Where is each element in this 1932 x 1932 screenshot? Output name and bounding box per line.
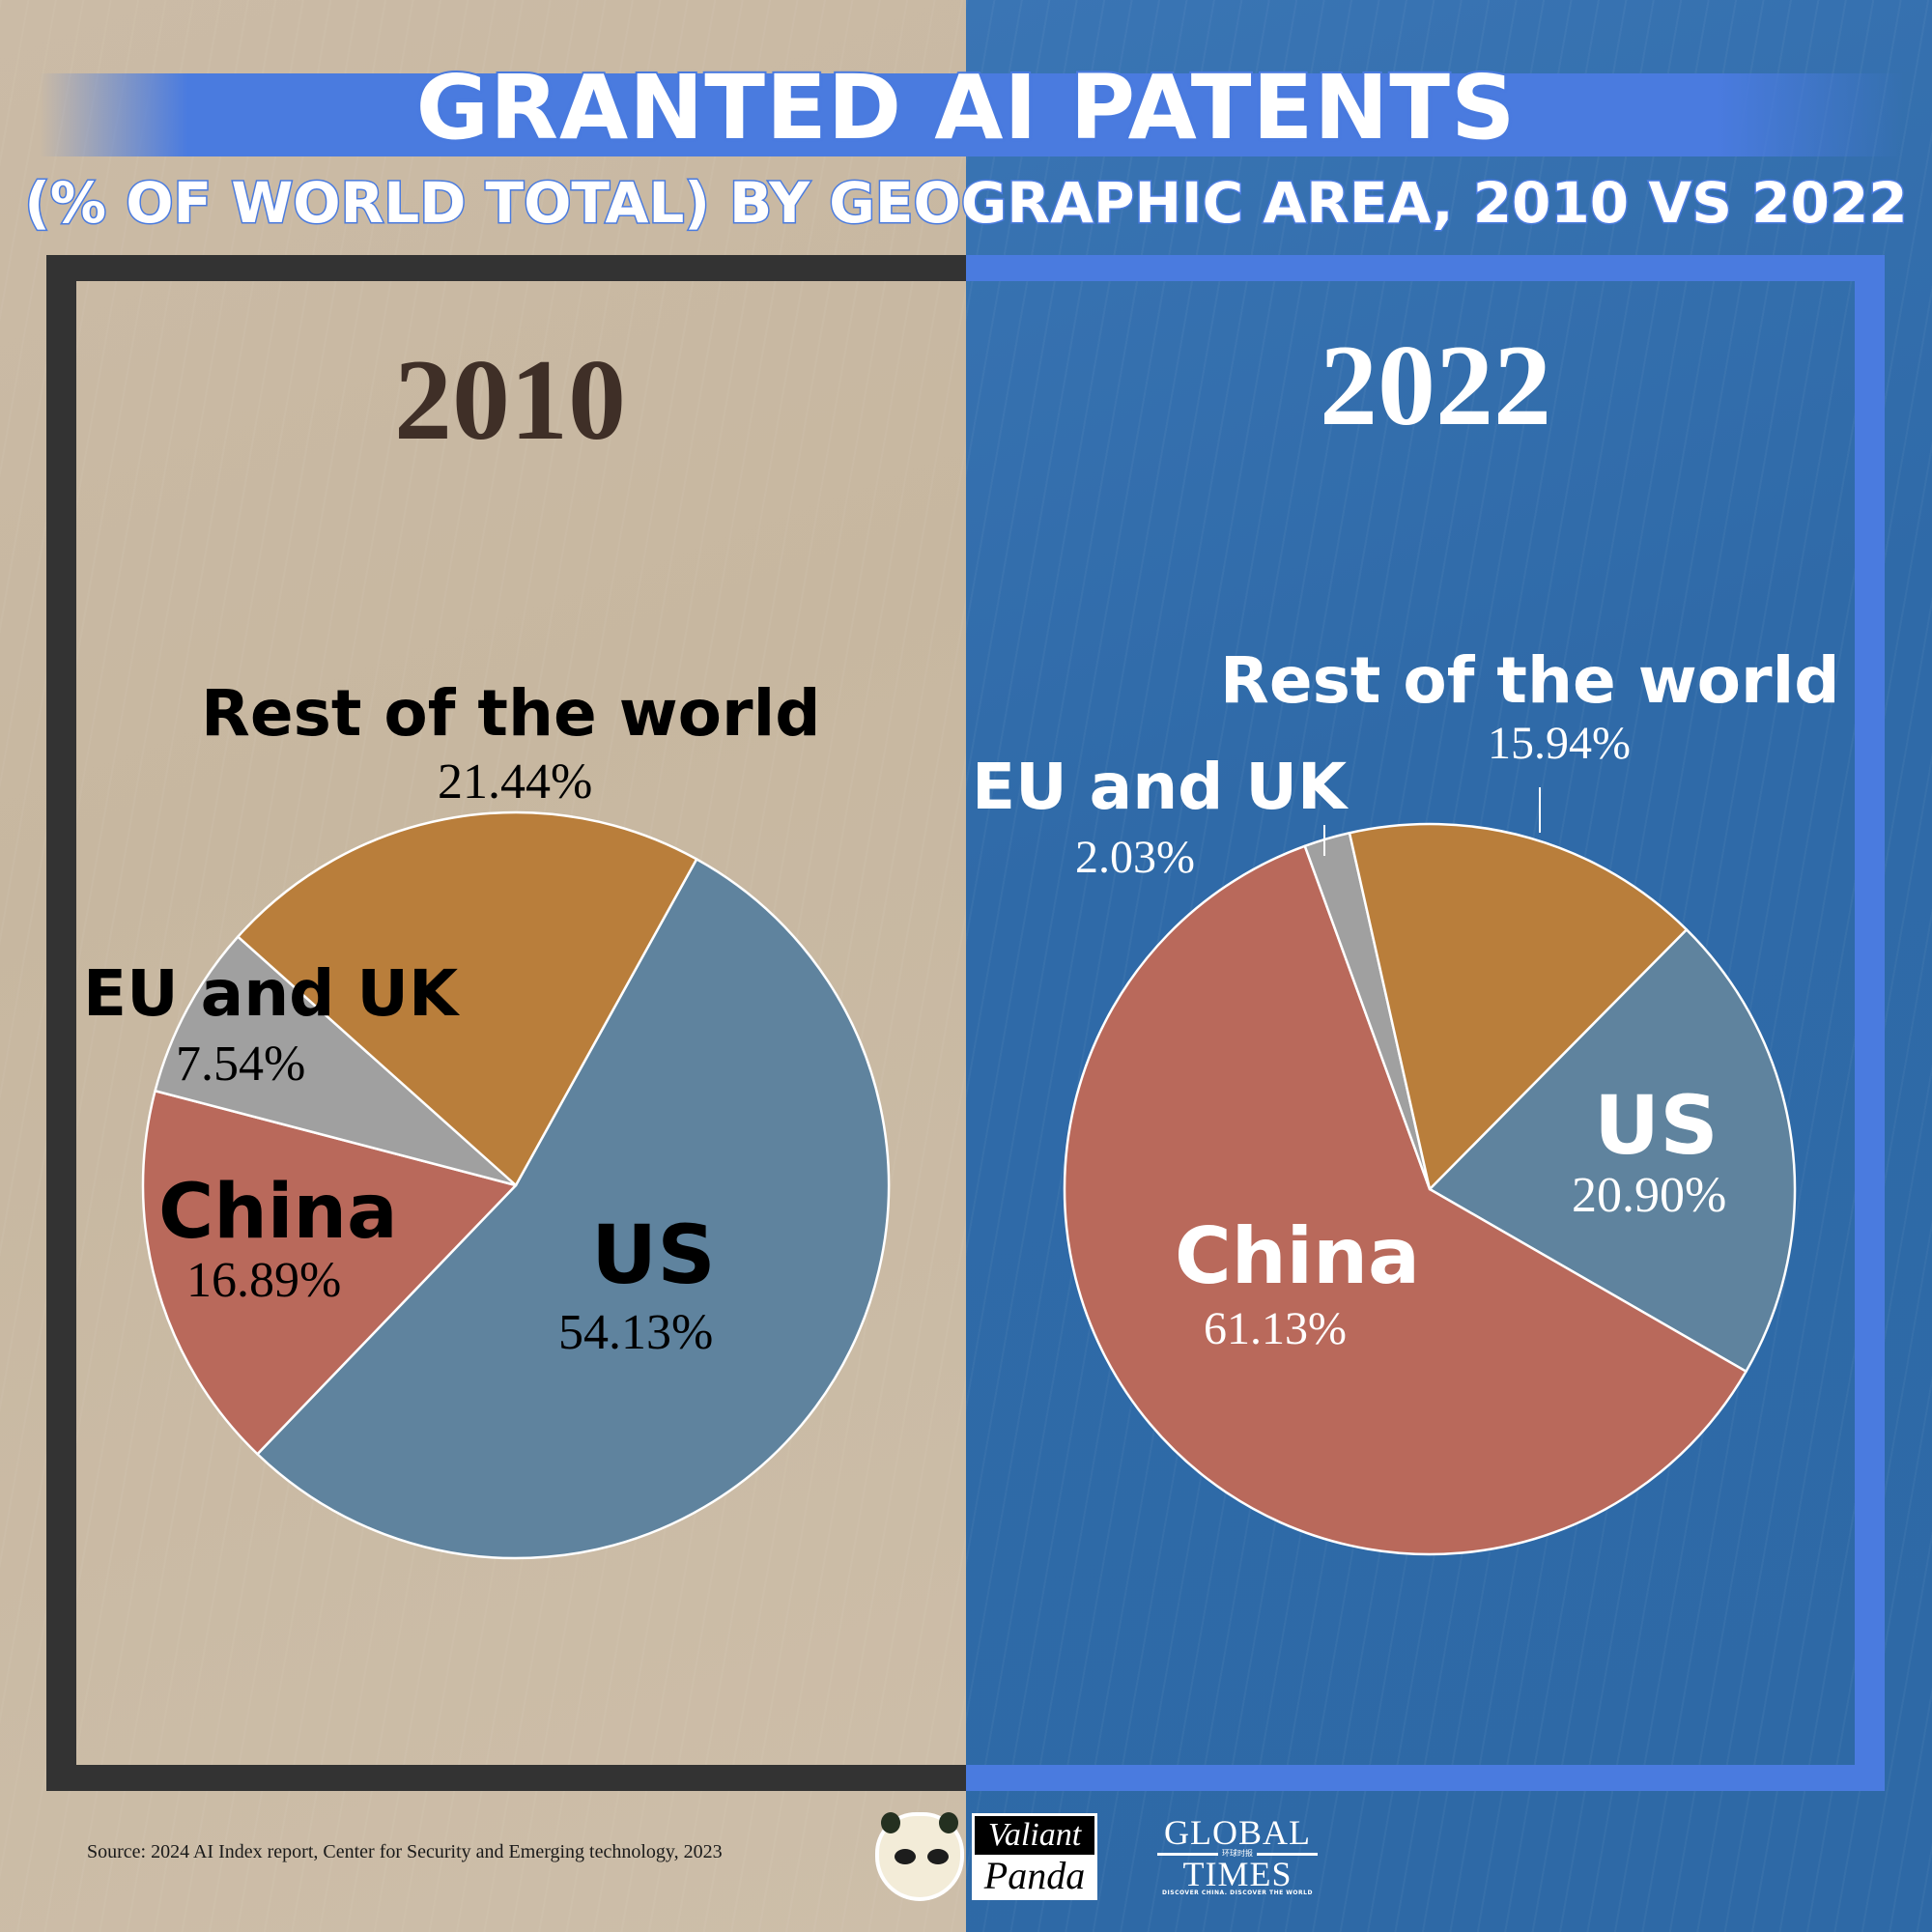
pie-slice-eu-and-uk xyxy=(154,935,518,1187)
pie-slice-china xyxy=(1063,844,1747,1556)
left-frame-side xyxy=(46,255,76,1791)
pie-slice-us xyxy=(256,858,891,1560)
right-frame-top xyxy=(966,255,1885,281)
pie-slice-china xyxy=(141,1089,518,1456)
right-panel-background xyxy=(966,0,1932,1932)
panda-ear-icon xyxy=(881,1812,900,1833)
right-frame-bottom xyxy=(966,1765,1885,1791)
value-2010-china: 16.89% xyxy=(186,1253,342,1308)
global-times-chinese: 环球时报 xyxy=(1222,1849,1253,1858)
year-label-2010: 2010 xyxy=(394,335,626,464)
valiant-panda-logo: Valiant Panda xyxy=(875,1810,1101,1903)
value-2010-eu-uk: 7.54% xyxy=(176,1037,306,1092)
label-2010-rest-of-world: Rest of the world xyxy=(201,676,821,751)
label-2022-china: China xyxy=(1175,1211,1421,1301)
value-2022-china: 61.13% xyxy=(1204,1303,1347,1354)
value-2022-eu-uk: 2.03% xyxy=(1075,832,1195,883)
pie-slice-rest-of-the-world xyxy=(237,810,698,1187)
valiant-panda-line1: Valiant xyxy=(975,1816,1094,1855)
label-2010-china: China xyxy=(158,1169,398,1256)
global-times-rule: 环球时报 xyxy=(1157,1849,1318,1859)
panda-face-icon xyxy=(875,1812,964,1901)
valiant-panda-wordmark: Valiant Panda xyxy=(972,1813,1097,1900)
title-band xyxy=(39,73,1903,156)
left-frame-bottom xyxy=(46,1765,966,1791)
label-2022-eu-uk: EU and UK xyxy=(972,750,1348,824)
label-2010-eu-uk: EU and UK xyxy=(83,956,459,1031)
global-times-tagline: DISCOVER CHINA. DISCOVER THE WORLD xyxy=(1162,1889,1313,1896)
pie-chart-2022 xyxy=(1063,822,1797,1556)
panda-ear-icon xyxy=(939,1812,958,1833)
pie-slice-rest-of-the-world xyxy=(1348,822,1689,1191)
page-title: GRANTED AI PATENTS xyxy=(414,54,1518,161)
pie-chart-2010 xyxy=(141,810,891,1560)
pie-slice-us xyxy=(1428,928,1797,1373)
panda-eye-icon xyxy=(927,1849,949,1864)
value-2010-us: 54.13% xyxy=(558,1305,714,1360)
source-note: Source: 2024 AI Index report, Center for… xyxy=(87,1841,723,1862)
global-times-logo: GLOBAL 环球时报 TIMES DISCOVER CHINA. DISCOV… xyxy=(1157,1813,1318,1896)
value-2022-us: 20.90% xyxy=(1572,1168,1727,1223)
global-times-line2: TIMES xyxy=(1182,1855,1293,1893)
label-2022-us: US xyxy=(1594,1078,1719,1173)
panda-eye-icon xyxy=(895,1849,916,1864)
global-times-line1: GLOBAL xyxy=(1164,1813,1311,1852)
left-frame-top xyxy=(46,255,966,281)
value-2010-rest-of-world: 21.44% xyxy=(438,754,593,810)
valiant-panda-line2: Panda xyxy=(983,1854,1086,1897)
year-label-2022: 2022 xyxy=(1320,321,1551,449)
page-subtitle: (% OF WORLD TOTAL) BY GEOGRAPHIC AREA, 2… xyxy=(23,169,1909,238)
label-2010-us: US xyxy=(591,1208,716,1302)
value-2022-rest-of-world: 15.94% xyxy=(1488,718,1631,769)
label-2022-rest-of-world: Rest of the world xyxy=(1220,643,1840,718)
right-frame-side xyxy=(1855,255,1885,1791)
